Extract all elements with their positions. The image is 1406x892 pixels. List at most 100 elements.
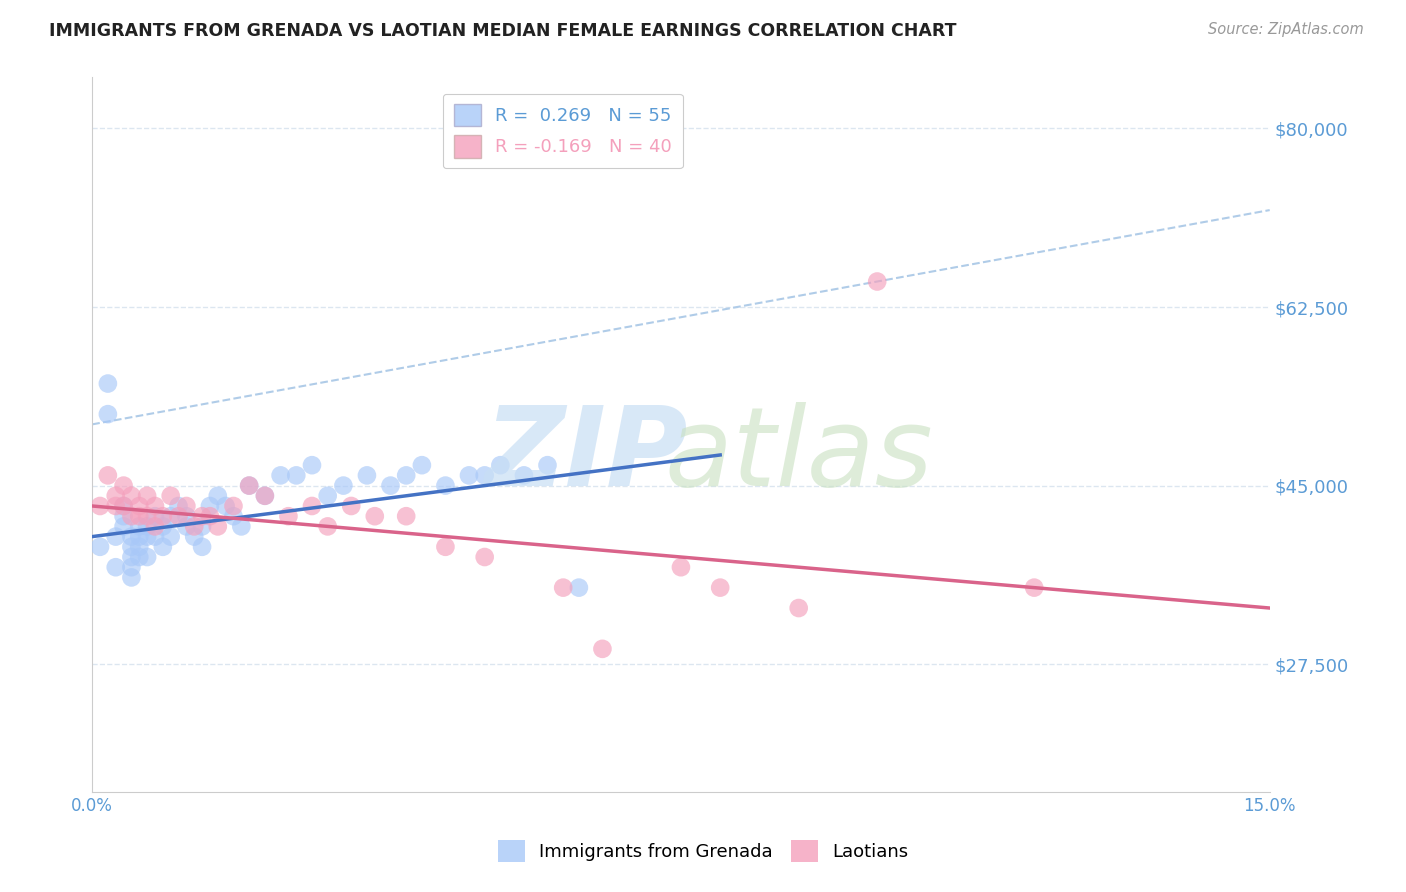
Point bbox=[176, 499, 198, 513]
Text: Source: ZipAtlas.com: Source: ZipAtlas.com bbox=[1208, 22, 1364, 37]
Text: IMMIGRANTS FROM GRENADA VS LAOTIAN MEDIAN FEMALE EARNINGS CORRELATION CHART: IMMIGRANTS FROM GRENADA VS LAOTIAN MEDIA… bbox=[49, 22, 956, 40]
Point bbox=[143, 519, 166, 533]
Point bbox=[97, 407, 120, 421]
Point bbox=[104, 499, 127, 513]
Point bbox=[97, 376, 120, 391]
Point bbox=[143, 499, 166, 513]
Point bbox=[159, 489, 181, 503]
Point bbox=[183, 519, 205, 533]
Point bbox=[340, 499, 363, 513]
Point bbox=[285, 468, 308, 483]
Point bbox=[128, 530, 150, 544]
Point bbox=[332, 478, 354, 492]
Point bbox=[222, 499, 245, 513]
Point bbox=[159, 530, 181, 544]
Point bbox=[120, 540, 142, 554]
Point bbox=[787, 601, 810, 615]
Point bbox=[214, 499, 236, 513]
Point bbox=[120, 570, 142, 584]
Point bbox=[231, 519, 253, 533]
Point bbox=[128, 540, 150, 554]
Point bbox=[167, 499, 190, 513]
Point bbox=[316, 519, 339, 533]
Point bbox=[112, 478, 135, 492]
Legend: R =  0.269   N = 55, R = -0.169   N = 40: R = 0.269 N = 55, R = -0.169 N = 40 bbox=[443, 94, 683, 169]
Point bbox=[191, 509, 214, 524]
Point bbox=[207, 489, 229, 503]
Point bbox=[136, 519, 159, 533]
Point bbox=[301, 499, 323, 513]
Point bbox=[89, 540, 111, 554]
Point bbox=[120, 560, 142, 574]
Point bbox=[434, 540, 457, 554]
Point bbox=[301, 458, 323, 473]
Point bbox=[395, 468, 418, 483]
Legend: Immigrants from Grenada, Laotians: Immigrants from Grenada, Laotians bbox=[491, 833, 915, 870]
Point bbox=[112, 509, 135, 524]
Point bbox=[136, 549, 159, 564]
Point bbox=[253, 489, 276, 503]
Point bbox=[191, 540, 214, 554]
Point bbox=[128, 499, 150, 513]
Point bbox=[316, 489, 339, 503]
Point bbox=[136, 530, 159, 544]
Point bbox=[112, 499, 135, 513]
Point bbox=[143, 509, 166, 524]
Point bbox=[176, 509, 198, 524]
Point bbox=[152, 509, 174, 524]
Point bbox=[120, 489, 142, 503]
Point bbox=[104, 489, 127, 503]
Point bbox=[152, 519, 174, 533]
Point bbox=[120, 549, 142, 564]
Point bbox=[411, 458, 433, 473]
Point bbox=[364, 509, 387, 524]
Point bbox=[458, 468, 481, 483]
Point bbox=[176, 519, 198, 533]
Point bbox=[253, 489, 276, 503]
Point bbox=[198, 509, 221, 524]
Point bbox=[128, 509, 150, 524]
Point bbox=[474, 549, 496, 564]
Point bbox=[553, 581, 575, 595]
Point bbox=[104, 560, 127, 574]
Point bbox=[136, 509, 159, 524]
Point bbox=[183, 530, 205, 544]
Point bbox=[97, 468, 120, 483]
Point bbox=[112, 519, 135, 533]
Point bbox=[536, 458, 558, 473]
Point bbox=[136, 489, 159, 503]
Point bbox=[568, 581, 591, 595]
Point bbox=[380, 478, 402, 492]
Point bbox=[191, 519, 214, 533]
Point bbox=[89, 499, 111, 513]
Point bbox=[709, 581, 731, 595]
Point bbox=[474, 468, 496, 483]
Text: ZIP: ZIP bbox=[485, 402, 689, 509]
Point bbox=[128, 549, 150, 564]
Point bbox=[395, 509, 418, 524]
Point bbox=[238, 478, 260, 492]
Point bbox=[167, 509, 190, 524]
Point bbox=[104, 530, 127, 544]
Point bbox=[152, 540, 174, 554]
Point bbox=[159, 509, 181, 524]
Point bbox=[207, 519, 229, 533]
Point bbox=[238, 478, 260, 492]
Point bbox=[112, 499, 135, 513]
Point bbox=[1024, 581, 1046, 595]
Point bbox=[120, 509, 142, 524]
Point bbox=[434, 478, 457, 492]
Point bbox=[513, 468, 536, 483]
Point bbox=[143, 530, 166, 544]
Point bbox=[277, 509, 299, 524]
Point bbox=[356, 468, 378, 483]
Point bbox=[270, 468, 292, 483]
Point bbox=[591, 641, 613, 656]
Point bbox=[198, 499, 221, 513]
Point bbox=[120, 530, 142, 544]
Text: atlas: atlas bbox=[665, 402, 934, 509]
Point bbox=[489, 458, 512, 473]
Point bbox=[669, 560, 692, 574]
Point bbox=[128, 519, 150, 533]
Point bbox=[866, 275, 889, 289]
